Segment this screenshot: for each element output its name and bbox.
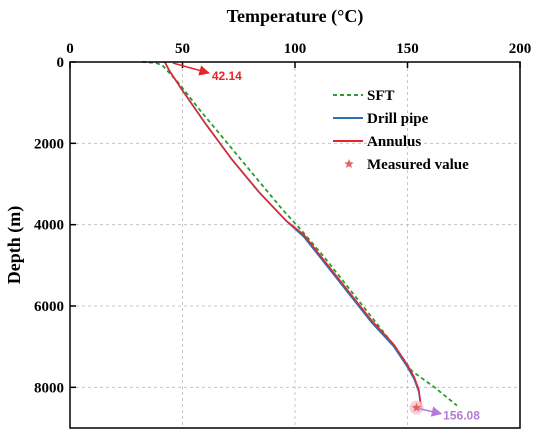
y-tick-label: 0: [57, 55, 65, 71]
legend-swatch-measured: [344, 159, 354, 169]
y-tick-label: 6000: [34, 299, 64, 315]
x-tick-label: 50: [175, 41, 190, 57]
x-tick-label: 200: [509, 41, 532, 57]
legend-label: Drill pipe: [367, 111, 429, 127]
legend-label: Annulus: [367, 134, 421, 150]
y-axis-title: Depth (m): [4, 206, 25, 285]
annotations: 42.14 156.08: [172, 62, 480, 423]
x-tick-label: 100: [284, 41, 307, 57]
x-tick-label: 0: [66, 41, 74, 57]
series-annulus: [164, 61, 422, 408]
y-tick-label: 8000: [34, 380, 64, 396]
annotation-arrow-top: [172, 62, 210, 76]
legend-label: SFT: [367, 88, 395, 104]
legend-label: Measured value: [367, 157, 469, 173]
measured-value-point: [411, 402, 422, 412]
x-axis-title: Temperature (°C): [227, 6, 364, 27]
grid-lines: [70, 62, 520, 428]
y-tick-label: 2000: [34, 136, 64, 152]
annotation-surface-temp: 42.14: [212, 69, 242, 83]
y-tick-label: 4000: [34, 218, 64, 234]
annotation-arrow-bottom: [419, 406, 443, 417]
x-tick-label: 150: [396, 41, 419, 57]
legend: SFT Drill pipe Annulus Measured value: [333, 88, 469, 173]
annotation-bottom-temp: 156.08: [443, 409, 480, 423]
series-layer: [141, 61, 458, 415]
